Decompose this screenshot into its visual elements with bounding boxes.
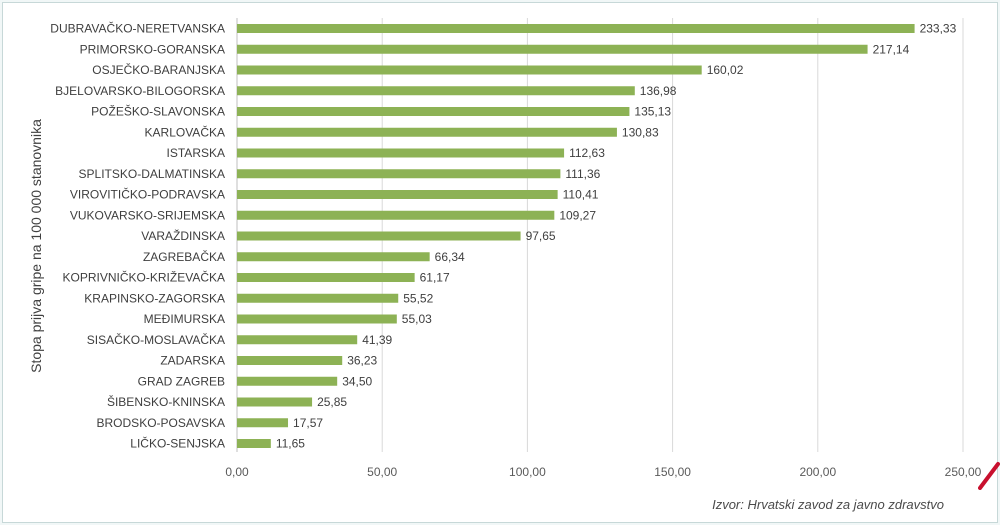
bar [237, 65, 702, 75]
category-label: KRAPINSKO-ZAGORSKA [84, 291, 225, 305]
bar [237, 107, 630, 116]
category-label: ŠIBENSKO-KNINSKA [107, 394, 225, 409]
bar [237, 127, 617, 137]
data-label: 11,65 [276, 437, 305, 451]
bar [237, 86, 635, 96]
data-label: 233,33 [920, 22, 957, 36]
category-label: KOPRIVNIČKO-KRIŽEVAČKA [63, 270, 225, 285]
bar [237, 169, 561, 179]
x-tick-labels: 0,00 50,00 100,00 150,00 200,00 250,00 [225, 465, 981, 479]
bar [237, 24, 915, 33]
category-label: GRAD ZAGREB [138, 374, 225, 388]
data-label: 136,98 [640, 84, 677, 98]
bars [237, 24, 915, 448]
bar [237, 190, 558, 199]
category-label: VIROVITIČKO-PODRAVSKA [70, 187, 225, 202]
bar [237, 44, 868, 54]
bar [237, 439, 271, 448]
data-label: 55,03 [402, 312, 432, 326]
category-label: OSJEČKO-BARANJSKA [92, 62, 225, 77]
category-labels: DUBRAVAČKO-NERETVANSKA PRIMORSKO-GORANSKA… [50, 21, 225, 451]
category-label: VARAŽDINSKA [141, 228, 225, 243]
data-label: 112,63 [569, 146, 605, 160]
bar [237, 314, 397, 324]
bar [237, 273, 415, 282]
data-label: 36,23 [347, 354, 377, 368]
category-label: POŽEŠKO-SLAVONSKA [91, 104, 225, 119]
x-tick-label: 150,00 [654, 465, 691, 479]
data-label: 66,34 [435, 250, 465, 264]
bar [237, 376, 338, 386]
category-label: BJELOVARSKO-BILOGORSKA [55, 84, 225, 98]
bar [237, 397, 313, 407]
category-label: BRODSKO-POSAVSKA [97, 416, 225, 430]
bar [237, 356, 343, 365]
category-label: KARLOVAČKA [145, 124, 225, 139]
data-label: 61,17 [420, 271, 450, 285]
x-tick-label: 0,00 [225, 465, 249, 479]
data-label: 135,13 [634, 105, 671, 119]
x-tick-label: 250,00 [945, 465, 982, 479]
data-label: 111,36 [565, 167, 600, 181]
category-label: DUBRAVAČKO-NERETVANSKA [50, 21, 225, 36]
data-label: 130,83 [622, 125, 659, 139]
category-label: SISAČKO-MOSLAVAČKA [87, 332, 225, 347]
source-note: Izvor: Hrvatski zavod za javno zdravstvo [712, 497, 944, 512]
data-label: 34,50 [342, 374, 372, 388]
data-label: 97,65 [526, 229, 556, 243]
data-label: 217,14 [873, 42, 910, 56]
category-label: LIČKO-SENJSKA [130, 436, 225, 451]
data-label: 41,39 [362, 333, 392, 347]
bar [237, 210, 555, 220]
bar [237, 418, 289, 428]
category-label: ZADARSKA [160, 354, 225, 368]
value-labels: 233,33 217,14 160,02 136,98 135,13 130,83 112,… [276, 22, 957, 451]
data-label: 25,85 [317, 395, 347, 409]
pen-mark-icon [978, 462, 1000, 490]
bar [237, 293, 399, 303]
category-label: VUKOVARSKO-SRIJEMSKA [70, 208, 225, 222]
category-label: SPLITSKO-DALMATINSKA [79, 167, 225, 181]
x-tick-label: 200,00 [799, 465, 836, 479]
data-label: 55,52 [403, 291, 433, 305]
category-label: ZAGREBAČKA [143, 249, 225, 264]
category-label: ISTARSKA [167, 146, 225, 160]
data-label: 110,41 [563, 188, 599, 202]
bar [237, 252, 430, 262]
data-label: 160,02 [707, 63, 744, 77]
data-label: 109,27 [559, 208, 596, 222]
x-tick-label: 100,00 [509, 465, 546, 479]
x-tick-label: 50,00 [367, 465, 397, 479]
category-label: MEĐIMURSKA [144, 312, 225, 326]
bar [237, 148, 565, 158]
category-label: PRIMORSKO-GORANSKA [80, 42, 225, 56]
bar [237, 231, 521, 241]
bar [237, 335, 358, 345]
data-label: 17,57 [293, 416, 323, 430]
